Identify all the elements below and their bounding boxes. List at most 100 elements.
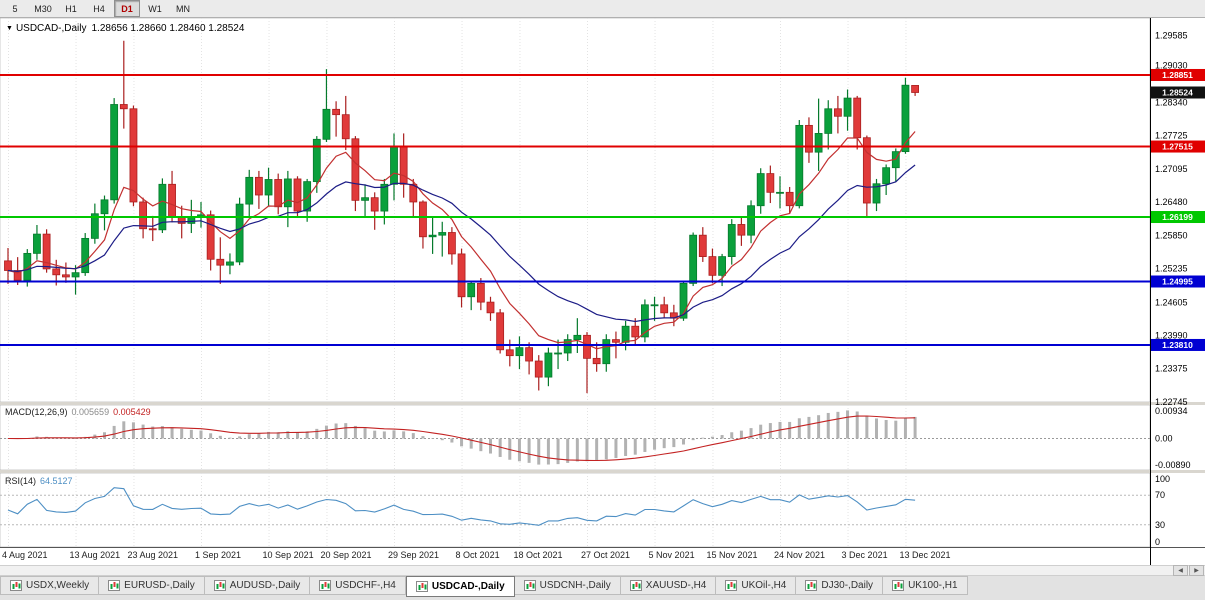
- candle-body: [776, 191, 784, 194]
- macd-bar: [479, 438, 483, 452]
- timeframe-button-h1[interactable]: H1: [65, 3, 77, 14]
- chart-tab-label: EURUSD-,Daily: [124, 580, 195, 591]
- tab-scroll-left-button[interactable]: ◀: [1173, 565, 1188, 576]
- candle-body: [168, 183, 176, 217]
- mini-chart-icon: [108, 580, 121, 591]
- price-axis-label: 1.24605: [1155, 297, 1188, 307]
- chart-tab-usdchf-h4[interactable]: USDCHF-,H4: [310, 576, 406, 595]
- macd-bar: [324, 425, 328, 439]
- current-price-tag: [1150, 86, 1205, 99]
- candle-body: [283, 178, 292, 208]
- rsi-value: 64.5127: [40, 476, 73, 486]
- chart-tab-usdcnh-daily[interactable]: USDCNH-,Daily: [514, 576, 621, 595]
- macd-bar: [353, 425, 357, 439]
- candle-body: [505, 349, 514, 357]
- date-axis-label: 18 Oct 2021: [513, 550, 562, 560]
- candle-body: [312, 138, 321, 183]
- panel-divider[interactable]: [0, 402, 1205, 405]
- date-axis-label: 13 Dec 2021: [899, 550, 950, 560]
- candle-body: [901, 84, 910, 153]
- hline-price-tag-label: 1.27515: [1162, 142, 1193, 152]
- chart-tab-audusd-daily[interactable]: AUDUSD-,Daily: [204, 576, 311, 595]
- candle-body: [467, 282, 476, 298]
- candle-body: [293, 178, 302, 212]
- chart-tab-dj30-daily[interactable]: DJ30-,Daily: [796, 576, 884, 595]
- panel-divider[interactable]: [0, 470, 1205, 473]
- macd-bar: [633, 438, 637, 455]
- macd-bar: [682, 438, 685, 445]
- candle-body: [129, 108, 138, 203]
- macd-bar: [537, 438, 541, 465]
- date-axis-label: 8 Oct 2021: [456, 550, 500, 560]
- macd-bar: [421, 436, 425, 439]
- hline-price-tag-label: 1.26199: [1162, 212, 1193, 222]
- hline-price-tag-label: 1.28851: [1162, 70, 1193, 80]
- candle-body: [660, 304, 669, 314]
- candle-body: [62, 274, 70, 278]
- price-axis-label: 1.29030: [1155, 60, 1188, 70]
- chart-tab-uk100-h1[interactable]: UK100-,H1: [883, 576, 968, 595]
- candle-body: [824, 108, 833, 134]
- timeframe-button-m30[interactable]: M30: [34, 3, 52, 14]
- candle-body: [612, 339, 620, 343]
- candle-body: [4, 260, 12, 271]
- chart-tab-usdx-weekly[interactable]: USDX,Weekly: [0, 576, 100, 595]
- macd-bar: [334, 423, 338, 439]
- date-axis-label: 1 Sep 2021: [195, 550, 241, 560]
- symbol-dropdown-icon[interactable]: ▼: [6, 25, 13, 32]
- candle-body: [592, 357, 601, 365]
- macd-bar: [498, 438, 502, 457]
- price-axis-label: 1.28340: [1155, 97, 1188, 107]
- chart-tab-xauusd-h4[interactable]: XAUUSD-,H4: [620, 576, 717, 595]
- candle-body: [457, 253, 466, 298]
- macd-bar: [228, 437, 232, 439]
- macd-bar: [701, 437, 705, 439]
- rsi-axis-label: 100: [1155, 474, 1170, 484]
- chart-tabbar: USDX,Weekly EURUSD-,Daily AUDUSD-,Daily USD…: [0, 576, 1205, 600]
- candle-body: [573, 334, 582, 341]
- date-axis-label: 10 Sep 2021: [263, 550, 314, 560]
- macd-bar: [749, 428, 753, 439]
- hline-price-tag-label: 1.23810: [1162, 340, 1193, 350]
- chart-title: ▼ USDCAD-,Daily 1.28656 1.28660 1.28460 1.…: [6, 23, 249, 34]
- macd-bar: [489, 438, 492, 454]
- macd-bar: [855, 411, 859, 439]
- price-axis-label: 1.27095: [1155, 164, 1188, 174]
- macd-bar: [141, 424, 145, 439]
- price-axis-label: 1.26480: [1155, 197, 1188, 207]
- candle-body: [52, 268, 61, 276]
- timeframe-button-5[interactable]: 5: [12, 3, 18, 14]
- candle-body: [698, 234, 707, 257]
- macd-bar: [392, 430, 396, 439]
- chart-tab-label: USDCHF-,H4: [335, 580, 396, 591]
- timeframe-button-mn[interactable]: MN: [176, 3, 190, 14]
- candle-body: [351, 138, 360, 201]
- chart-tab-usdcad-daily[interactable]: USDCAD-,Daily: [405, 576, 515, 597]
- candle-body: [737, 224, 746, 236]
- mini-chart-icon: [415, 581, 428, 592]
- macd-bar: [730, 432, 734, 439]
- timeframe-button-h4[interactable]: H4: [93, 3, 105, 14]
- candle-body: [563, 339, 572, 354]
- macd-bar: [276, 432, 280, 439]
- macd-bar: [286, 431, 290, 439]
- timeframe-button-w1[interactable]: W1: [148, 3, 162, 14]
- timeframe-button-d1[interactable]: D1: [114, 0, 140, 17]
- mini-chart-icon: [10, 580, 22, 591]
- macd-signal-line: [7, 415, 916, 462]
- price-axis-label: 1.25850: [1155, 231, 1188, 241]
- macd-bar: [604, 438, 608, 460]
- macd-name: MACD(12,26,9): [5, 407, 68, 417]
- mini-chart-icon: [805, 580, 818, 591]
- chart-tab-label: USDCNH-,Daily: [539, 580, 611, 591]
- tab-scroll-right-button[interactable]: ▶: [1189, 565, 1204, 576]
- macd-bar: [894, 420, 898, 439]
- macd-bar: [411, 433, 415, 439]
- macd-bar: [527, 438, 531, 463]
- macd-bar: [720, 435, 724, 439]
- chart-tab-eurusd-daily[interactable]: EURUSD-,Daily: [99, 576, 205, 595]
- price-chart-canvas[interactable]: 1.28851 1.27515 1.26199 1.24995 1.23810 1.295…: [0, 18, 1205, 565]
- chart-tab-ukoil-h4[interactable]: UKOil-,H4: [716, 576, 797, 595]
- macd-bar: [585, 438, 589, 462]
- candle-body: [795, 124, 804, 207]
